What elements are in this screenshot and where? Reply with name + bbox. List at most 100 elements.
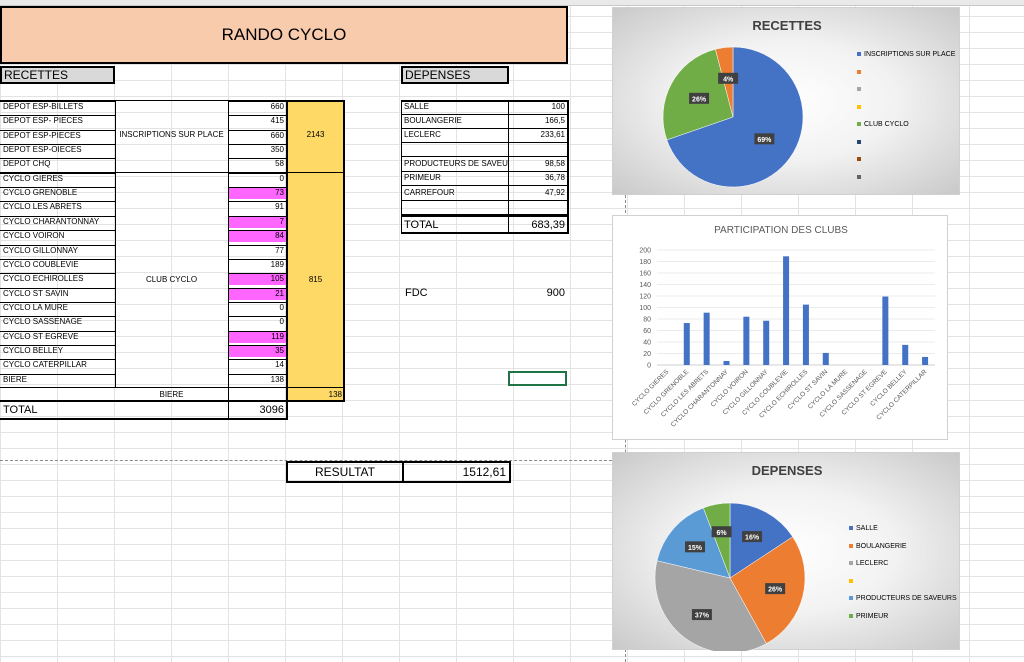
recette-value[interactable]: 415 (270, 116, 284, 126)
depense-label[interactable]: CARREFOUR (404, 188, 455, 197)
participation-bar-chart[interactable]: PARTICIPATION DES CLUBS 0 20 40 60 80 100 120 1… (612, 215, 948, 440)
recette-value[interactable]: 105 (229, 273, 286, 286)
depense-label[interactable]: SALLE (404, 102, 429, 111)
total-inscriptions-cell[interactable] (287, 101, 344, 173)
recette-value[interactable]: 660 (270, 102, 284, 111)
resultat-value[interactable]: 1512,61 (462, 465, 506, 479)
depense-value[interactable]: 233,61 (540, 130, 565, 139)
legend-item[interactable] (857, 156, 864, 163)
depenses-header[interactable]: DEPENSES (401, 66, 509, 84)
recette-value[interactable]: 0 (279, 173, 284, 183)
legend-item[interactable] (857, 104, 864, 111)
selected-cell[interactable] (508, 371, 567, 386)
bar[interactable] (822, 352, 829, 365)
group-club-cyclo[interactable]: CLUB CYCLO (145, 275, 198, 284)
recettes-header[interactable]: RECETTES (0, 66, 115, 84)
legend-item[interactable] (849, 578, 856, 585)
recette-label[interactable]: DEPOT ESP-PIECES (3, 130, 81, 140)
bar[interactable] (882, 296, 889, 365)
recette-label[interactable]: CYCLO GILLONNAY (3, 245, 78, 255)
recette-label[interactable]: CYCLO GRENOBLE (3, 188, 78, 198)
recette-label[interactable]: CYCLO COUBLEVIE (3, 259, 79, 269)
recette-label[interactable]: BIERE (3, 374, 28, 384)
depense-label[interactable]: BOULANGERIE (404, 116, 462, 125)
recette-value[interactable]: 73 (229, 187, 286, 200)
legend-item[interactable]: LECLERC (849, 560, 888, 567)
sheet-title[interactable]: RANDO CYCLO (0, 6, 568, 64)
depense-label[interactable] (401, 201, 508, 213)
legend-item[interactable] (857, 69, 864, 76)
depense-value[interactable]: 36,78 (544, 173, 565, 182)
depense-label[interactable]: PRODUCTEURS DE SAVEURS (404, 159, 508, 168)
recette-value[interactable]: 660 (270, 130, 284, 140)
legend-item[interactable] (857, 139, 864, 146)
recette-value[interactable]: 0 (279, 302, 284, 312)
recette-label[interactable]: CYCLO ECHIROLLES (3, 274, 84, 284)
resultat-label[interactable]: RESULTAT (314, 465, 375, 479)
group-biere[interactable]: BIERE (159, 390, 184, 399)
bar[interactable] (743, 316, 750, 365)
recette-value[interactable]: 0 (279, 317, 284, 327)
recette-label[interactable]: DEPOT ESP-BILLETS (3, 102, 84, 111)
depense-value[interactable]: 98,58 (544, 159, 565, 168)
legend-item[interactable]: CLUB CYCLO (857, 121, 909, 128)
recette-label[interactable]: CYCLO GIERES (3, 173, 64, 183)
recette-label[interactable]: CYCLO CATERPILLAR (3, 360, 87, 370)
recette-label[interactable]: CYCLO LES ABRETS (3, 202, 82, 212)
fdc-value[interactable]: 900 (546, 287, 565, 299)
recette-value[interactable]: 35 (229, 344, 286, 357)
depense-value[interactable]: 47,92 (544, 188, 565, 197)
total-club-cell[interactable] (287, 173, 344, 387)
depense-value[interactable] (509, 201, 567, 213)
recette-label[interactable]: CYCLO LA MURE (3, 302, 68, 312)
depense-label[interactable] (401, 143, 508, 155)
bar[interactable] (902, 344, 909, 365)
recette-label[interactable]: CYCLO BELLEY (3, 345, 64, 355)
legend-item[interactable] (857, 174, 864, 181)
recette-label[interactable]: CYCLO ST EGREVE (3, 331, 79, 341)
recette-value[interactable]: 21 (229, 287, 286, 300)
depenses-pie-chart[interactable]: DEPENSES 16% 26% 37% 15% 6% SALLE BOULANGERIE… (612, 452, 960, 651)
bar[interactable] (763, 320, 770, 365)
total-recettes-value[interactable]: 3096 (259, 404, 284, 416)
pie-slice[interactable] (654, 560, 767, 651)
legend-item[interactable] (857, 86, 864, 93)
recette-value[interactable]: 119 (229, 330, 286, 343)
bar[interactable] (723, 360, 730, 365)
total-biere-cell[interactable] (287, 388, 344, 400)
recette-label[interactable]: DEPOT CHQ (3, 159, 51, 169)
fdc-label[interactable]: FDC (405, 287, 428, 299)
depenses-total-label[interactable]: TOTAL (404, 219, 439, 231)
recette-value[interactable]: 14 (275, 360, 284, 370)
group-inscriptions[interactable]: INSCRIPTIONS SUR PLACE (119, 130, 224, 139)
recette-value[interactable]: 350 (270, 145, 284, 155)
pie-slice[interactable] (666, 46, 804, 188)
legend-item[interactable]: BOULANGERIE (849, 543, 907, 550)
depense-value[interactable]: 100 (551, 102, 565, 111)
recette-label[interactable]: DEPOT ESP- PIECES (3, 116, 83, 126)
bar[interactable] (922, 356, 929, 365)
recette-label[interactable]: DEPOT ESP-OIECES (3, 145, 82, 155)
total-label[interactable]: TOTAL (3, 404, 38, 416)
recette-value[interactable]: 189 (270, 259, 284, 269)
recette-label[interactable]: CYCLO SASSENAGE (3, 317, 83, 327)
legend-item[interactable]: SALLE (849, 525, 878, 532)
depense-label[interactable]: PRIMEUR (404, 173, 441, 182)
recette-value[interactable]: 91 (275, 202, 284, 212)
recette-label[interactable]: CYCLO VOIRON (3, 231, 65, 241)
recette-value[interactable]: 58 (275, 159, 284, 169)
depense-value[interactable] (509, 143, 567, 155)
depense-value[interactable]: 166,5 (544, 116, 565, 125)
legend-item[interactable]: INSCRIPTIONS SUR PLACE (857, 51, 955, 58)
depense-label[interactable]: LECLERC (404, 130, 441, 139)
column-header-bar[interactable] (0, 0, 1024, 6)
recette-label[interactable]: CYCLO ST SAVIN (3, 288, 69, 298)
legend-item[interactable]: PRIMEUR (849, 613, 888, 620)
recette-value[interactable]: 7 (229, 215, 286, 228)
recette-value[interactable]: 84 (229, 230, 286, 243)
recette-value[interactable]: 138 (270, 374, 284, 384)
legend-item[interactable]: PRODUCTEURS DE SAVEURS (849, 595, 957, 602)
bar[interactable] (683, 323, 690, 365)
bar[interactable] (703, 312, 710, 365)
recette-value[interactable]: 77 (275, 245, 284, 255)
